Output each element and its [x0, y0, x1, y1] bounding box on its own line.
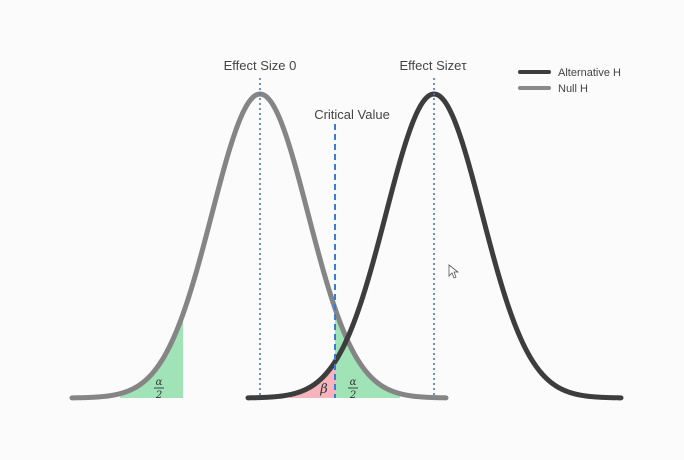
legend-label-null: Null H [558, 83, 588, 95]
alpha-half-right-label: α 2 [348, 377, 358, 401]
legend: Alternative H Null H [518, 67, 621, 95]
alpha-half-left-label: α 2 [154, 377, 164, 401]
alpha-right-tail-region [335, 308, 400, 398]
mouse-cursor-icon [448, 264, 460, 279]
legend-label-alternative: Alternative H [558, 67, 621, 79]
alpha-left-tail-region [120, 314, 183, 398]
beta-label: β [319, 382, 328, 397]
denominator: 2 [155, 390, 162, 401]
null-hypothesis-curve [69, 91, 449, 401]
denominator: 2 [349, 390, 356, 401]
critical-value-label: Critical Value [314, 107, 390, 122]
beta-region [290, 361, 335, 398]
alpha-symbol: α [350, 377, 357, 388]
alpha-symbol: α [156, 377, 163, 388]
effect-size-tau-label: Effect Sizeτ [399, 58, 467, 73]
effect-size-0-label: Effect Size 0 [224, 58, 297, 73]
